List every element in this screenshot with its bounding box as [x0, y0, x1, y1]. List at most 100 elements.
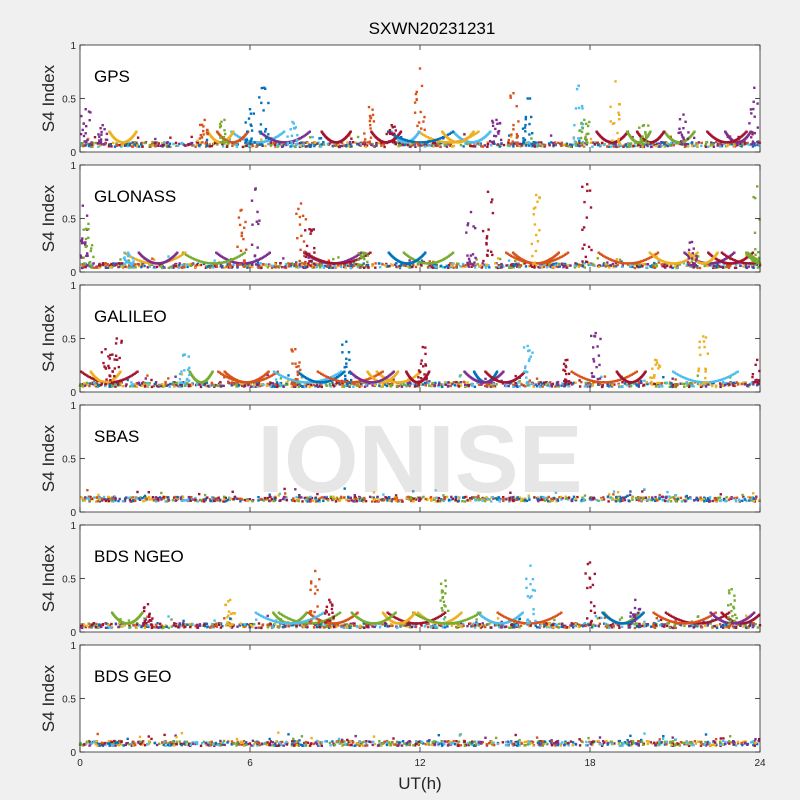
data-point: [439, 383, 442, 387]
data-point: [464, 142, 467, 145]
data-point: [212, 142, 215, 145]
data-point: [583, 385, 587, 388]
data-point: [708, 264, 711, 267]
data-point: [484, 266, 488, 269]
data-point: [284, 263, 288, 266]
data-point: [85, 381, 89, 385]
data-point: [320, 259, 324, 263]
data-point: [665, 261, 669, 264]
data-point: [747, 252, 751, 255]
data-point: [258, 141, 262, 144]
data-point: [687, 264, 690, 267]
data-point: [567, 264, 570, 267]
data-point: [560, 262, 564, 265]
data-point: [420, 127, 423, 130]
data-point: [470, 262, 473, 266]
data-point: [92, 381, 96, 384]
data-point: [706, 383, 709, 386]
data-point: [309, 383, 313, 387]
data-point: [175, 262, 178, 266]
data-point: [611, 259, 614, 262]
data-point: [307, 256, 310, 259]
data-point: [280, 384, 283, 388]
data-point: [692, 247, 695, 250]
data-point: [178, 262, 181, 265]
data-point: [507, 141, 510, 144]
data-point: [336, 372, 340, 375]
data-point: [531, 265, 534, 268]
data-point: [655, 262, 658, 266]
data-point: [703, 384, 706, 387]
data-point: [571, 143, 575, 146]
data-point: [146, 381, 149, 385]
data-point: [712, 142, 715, 145]
data-point: [429, 137, 433, 140]
data-point: [601, 384, 604, 387]
data-point: [578, 385, 582, 388]
data-point: [512, 92, 515, 95]
data-point: [235, 143, 238, 146]
data-point: [546, 382, 550, 385]
data-point: [552, 141, 555, 145]
data-point: [570, 143, 573, 146]
data-point: [211, 266, 215, 269]
data-point: [495, 118, 498, 122]
data-point: [735, 381, 738, 384]
data-point: [696, 142, 699, 145]
data-point: [643, 262, 646, 266]
data-point: [308, 385, 311, 389]
data-point: [498, 121, 502, 125]
data-point: [406, 263, 409, 267]
data-point: [753, 86, 756, 89]
data-point: [84, 243, 87, 246]
data-point: [312, 262, 316, 265]
data-point: [758, 256, 761, 259]
data-point: [377, 141, 381, 145]
data-point: [629, 142, 633, 145]
data-point: [598, 381, 602, 384]
data-point: [131, 262, 135, 265]
data-point: [565, 266, 568, 269]
data-point: [83, 140, 86, 143]
data-point: [337, 256, 340, 259]
data-point: [250, 385, 253, 388]
data-point: [128, 142, 132, 145]
data-point: [477, 130, 480, 133]
data-point: [281, 145, 284, 148]
data-point: [490, 140, 493, 144]
data-point: [614, 80, 617, 83]
data-point: [349, 257, 353, 261]
data-point: [327, 259, 330, 262]
data-point: [505, 251, 508, 254]
data-points: [79, 183, 762, 270]
data-point: [645, 135, 648, 138]
data-point: [240, 231, 244, 234]
data-point: [184, 144, 187, 147]
data-point: [435, 265, 438, 269]
data-point: [273, 136, 276, 140]
data-point: [723, 377, 726, 380]
data-point: [90, 143, 94, 147]
data-point: [429, 262, 432, 265]
data-point: [639, 142, 642, 146]
data-point: [588, 385, 592, 388]
data-point: [422, 383, 425, 386]
data-point: [155, 141, 159, 144]
data-point: [114, 385, 117, 388]
data-point: [281, 141, 284, 144]
data-point: [190, 262, 194, 266]
data-point: [161, 382, 164, 386]
data-point: [663, 142, 666, 146]
data-point: [143, 264, 146, 268]
panel-label: GLONASS: [94, 187, 176, 206]
data-point: [413, 143, 416, 146]
data-point: [208, 262, 212, 265]
data-point: [753, 115, 756, 118]
data-point: [256, 143, 259, 146]
data-point: [127, 251, 130, 254]
data-point: [380, 385, 383, 388]
data-point: [593, 380, 597, 383]
data-point: [233, 132, 236, 135]
data-point: [85, 228, 89, 231]
